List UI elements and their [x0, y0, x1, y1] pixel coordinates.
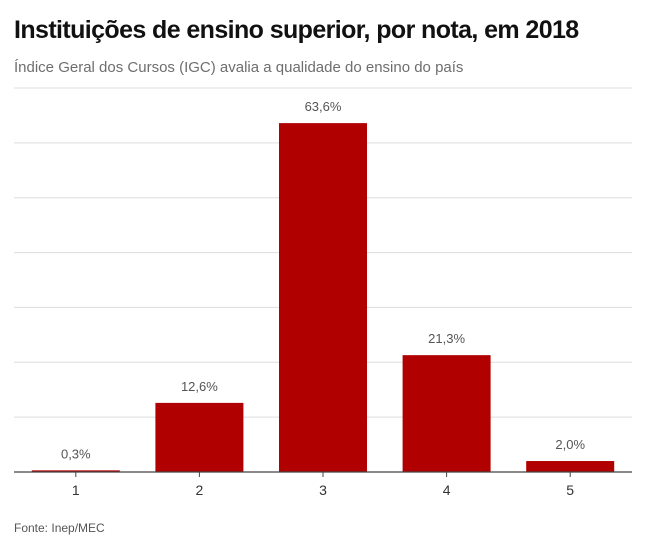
bar [31, 470, 120, 472]
data-label: 63,6% [305, 99, 342, 114]
bar [526, 461, 615, 472]
bar [155, 402, 244, 472]
chart-title: Instituições de ensino superior, por not… [14, 16, 579, 44]
data-label: 2,0% [555, 437, 585, 452]
data-labels: 0,3% 12,6% 63,6% 21,3% 2,0% [61, 99, 585, 461]
x-axis: 1 2 3 4 5 [14, 471, 632, 498]
data-label: 21,3% [428, 331, 465, 346]
x-tick-label: 5 [566, 482, 574, 498]
x-tick-label: 3 [319, 482, 327, 498]
x-tick-label: 2 [196, 482, 204, 498]
x-tick-label: 1 [72, 482, 80, 498]
data-label: 12,6% [181, 379, 218, 394]
bar [279, 123, 367, 472]
source-note: Fonte: Inep/MEC [14, 521, 105, 535]
bars [31, 123, 615, 472]
x-tick-label: 4 [443, 482, 451, 498]
bar [402, 355, 491, 472]
chart-subtitle: Índice Geral dos Cursos (IGC) avalia a q… [14, 59, 464, 76]
data-label: 0,3% [61, 446, 91, 461]
